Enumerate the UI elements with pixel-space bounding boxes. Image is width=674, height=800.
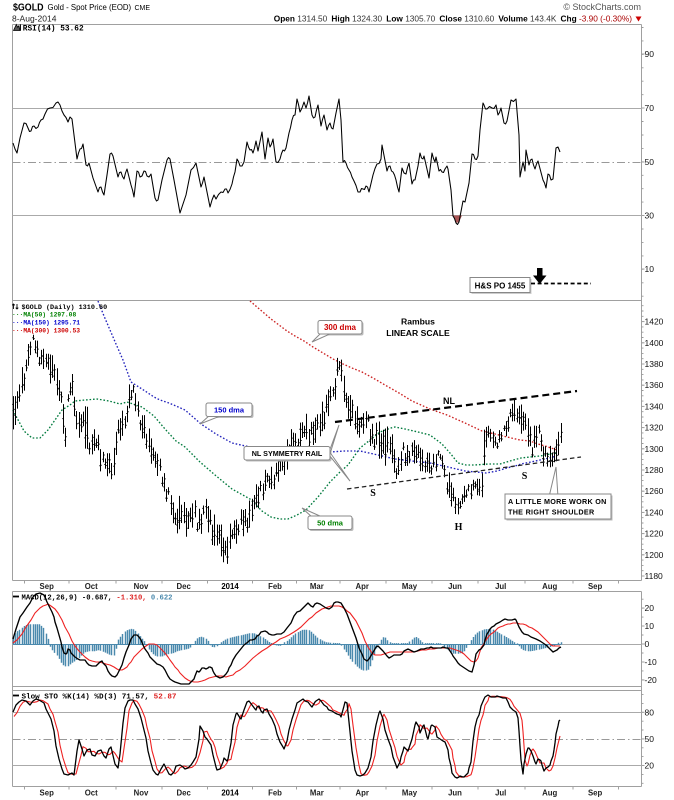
svg-text:Sep: Sep xyxy=(588,582,603,591)
svg-text:50: 50 xyxy=(645,157,655,167)
svg-text:···MA(300) 1300.53: ···MA(300) 1300.53 xyxy=(12,328,80,335)
svg-text:1380: 1380 xyxy=(645,359,664,369)
svg-text:THE RIGHT SHOULDER: THE RIGHT SHOULDER xyxy=(508,508,595,517)
svg-text:1200: 1200 xyxy=(645,550,664,560)
svg-text:LINEAR SCALE: LINEAR SCALE xyxy=(386,328,450,338)
svg-text:70: 70 xyxy=(645,103,655,113)
svg-text:Jun: Jun xyxy=(448,789,462,798)
svg-text:300 dma: 300 dma xyxy=(324,323,357,332)
svg-text:CME: CME xyxy=(135,5,151,12)
svg-text:90: 90 xyxy=(645,49,655,59)
svg-text:10: 10 xyxy=(645,264,655,274)
svg-text:2014: 2014 xyxy=(221,789,239,798)
svg-text:1220: 1220 xyxy=(645,529,664,539)
svg-text:A LITTLE MORE WORK ON: A LITTLE MORE WORK ON xyxy=(508,497,607,506)
svg-text:1300: 1300 xyxy=(645,444,664,454)
svg-text:H&S PO 1455: H&S PO 1455 xyxy=(475,282,526,291)
svg-text:-10: -10 xyxy=(645,657,658,667)
svg-text:S: S xyxy=(370,488,376,499)
svg-text:1420: 1420 xyxy=(645,317,664,327)
svg-text:1360: 1360 xyxy=(645,380,664,390)
svg-text:1320: 1320 xyxy=(645,423,664,433)
svg-text:Slow STO %K(14) %D(3) 71.57, 5: Slow STO %K(14) %D(3) 71.57, 52.87 xyxy=(22,694,177,702)
svg-text:8-Aug-2014: 8-Aug-2014 xyxy=(12,14,57,24)
svg-text:1400: 1400 xyxy=(645,338,664,348)
svg-text:Open 1314.50 High 1324.30 Low: Open 1314.50 High 1324.30 Low 1305.70 Cl… xyxy=(274,14,633,24)
svg-text:Rambus: Rambus xyxy=(401,317,435,327)
svg-text:© StockCharts.com: © StockCharts.com xyxy=(563,2,641,12)
svg-text:Oct: Oct xyxy=(85,582,98,591)
svg-text:Dec: Dec xyxy=(177,582,192,591)
svg-text:Oct: Oct xyxy=(85,789,98,798)
svg-text:Nov: Nov xyxy=(134,582,149,591)
svg-text:20: 20 xyxy=(645,603,655,613)
svg-text:0: 0 xyxy=(645,639,650,649)
svg-text:Nov: Nov xyxy=(134,789,149,798)
svg-text:H: H xyxy=(455,522,463,533)
svg-text:50: 50 xyxy=(645,734,655,744)
svg-text:1280: 1280 xyxy=(645,465,664,475)
svg-text:Sep: Sep xyxy=(40,582,55,591)
svg-text:150 dma: 150 dma xyxy=(214,406,245,415)
svg-text:···MA(50) 1297.08: ···MA(50) 1297.08 xyxy=(12,312,76,319)
svg-text:May: May xyxy=(402,789,418,798)
svg-text:2014: 2014 xyxy=(221,582,239,591)
svg-text:MACD(12,26,9) -0.687, -1.310,: MACD(12,26,9) -0.687, -1.310, 0.622 xyxy=(22,595,173,603)
svg-text:1180: 1180 xyxy=(645,571,664,581)
svg-text:NL: NL xyxy=(443,396,455,406)
svg-text:NL SYMMETRY RAIL: NL SYMMETRY RAIL xyxy=(252,449,323,458)
svg-text:20: 20 xyxy=(645,761,655,771)
svg-text:Jun: Jun xyxy=(448,582,462,591)
svg-text:-20: -20 xyxy=(645,675,658,685)
svg-text:Jul: Jul xyxy=(495,582,506,591)
svg-text:May: May xyxy=(402,582,418,591)
svg-text:S: S xyxy=(522,471,528,482)
svg-text:1260: 1260 xyxy=(645,486,664,496)
svg-text:Feb: Feb xyxy=(268,582,282,591)
svg-text:$GOLD (Daily) 1310.60: $GOLD (Daily) 1310.60 xyxy=(22,304,108,312)
svg-text:Mar: Mar xyxy=(310,582,324,591)
svg-text:Sep: Sep xyxy=(588,789,603,798)
svg-text:30: 30 xyxy=(645,211,655,221)
svg-text:Aug: Aug xyxy=(542,582,557,591)
svg-text:50 dma: 50 dma xyxy=(317,519,344,528)
svg-text:10: 10 xyxy=(645,621,655,631)
svg-text:1340: 1340 xyxy=(645,401,664,411)
svg-text:$GOLD: $GOLD xyxy=(13,3,44,14)
svg-text:Apr: Apr xyxy=(355,582,368,591)
svg-text:Apr: Apr xyxy=(355,789,368,798)
svg-text:Feb: Feb xyxy=(268,789,282,798)
svg-text:···MA(150) 1295.71: ···MA(150) 1295.71 xyxy=(12,320,80,327)
svg-text:Mar: Mar xyxy=(310,789,324,798)
svg-text:Jul: Jul xyxy=(495,789,506,798)
svg-text:Gold - Spot Price (EOD): Gold - Spot Price (EOD) xyxy=(48,3,132,12)
svg-text:Dec: Dec xyxy=(177,789,192,798)
svg-text:80: 80 xyxy=(645,707,655,717)
svg-text:1240: 1240 xyxy=(645,507,664,517)
svg-text:Sep: Sep xyxy=(40,789,55,798)
svg-text:Aug: Aug xyxy=(542,789,557,798)
svg-text:RSI(14) 53.62: RSI(14) 53.62 xyxy=(23,26,84,34)
